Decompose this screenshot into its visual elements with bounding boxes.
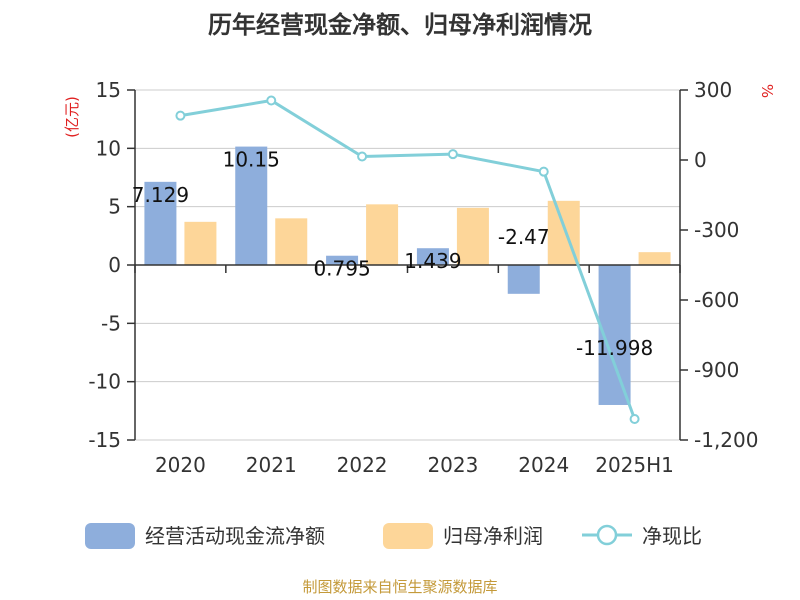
left-axis-tick-label: -10 [88, 370, 121, 394]
net-profit-bar [366, 204, 399, 265]
left-axis-tick-label: 15 [96, 78, 121, 102]
right-axis-tick-label: -600 [694, 288, 739, 312]
cashflow-data-label: -2.47 [498, 225, 550, 249]
bars-layer [144, 146, 671, 405]
left-axis-unit: (亿元) [63, 96, 81, 138]
right-axis-tick-label: -900 [694, 358, 739, 382]
cashflow-data-label: 10.15 [223, 148, 280, 172]
net-cash-ratio-line [180, 98, 636, 420]
right-axis-tick-label: 0 [694, 148, 707, 172]
net-cash-ratio-point [629, 414, 640, 424]
cashflow-data-label: -11.998 [576, 336, 653, 360]
right-axis-tick-label: -300 [694, 218, 739, 242]
axes-layer: 15 10 5 0 -5 -10 -15 300 0 -300 -600 -900 -1,200 2020… [88, 78, 758, 477]
cashflow-data-label: 1.439 [404, 249, 461, 273]
left-axis-tick-label: 0 [108, 253, 121, 277]
chart-title: 历年经营现金净额、归母净利润情况 [208, 11, 592, 39]
left-axis-tick-label: -15 [88, 428, 121, 452]
cashflow-bar [507, 265, 540, 294]
x-axis-tick-label: 2024 [518, 453, 569, 477]
net-profit-bar [456, 207, 489, 265]
x-axis-tick-label: 2023 [427, 453, 478, 477]
cashflow-bar [326, 255, 359, 265]
legend-swatch-cashflow [85, 523, 135, 549]
net-profit-bar [638, 252, 671, 265]
net-cash-ratio-point [447, 149, 458, 160]
right-axis-tick-label: -1,200 [694, 428, 758, 452]
legend-label-cashflow: 经营活动现金流净额 [145, 524, 325, 548]
net-cash-ratio-point [357, 151, 368, 162]
net-profit-bar [184, 221, 217, 265]
x-axis-tick-label: 2025H1 [595, 453, 674, 477]
net-cash-ratio-point [538, 166, 549, 177]
cashflow-data-label: 7.129 [132, 183, 189, 207]
legend-label-net-cash-ratio: 净现比 [642, 524, 702, 548]
source-note: 制图数据来自恒生聚源数据库 [302, 578, 497, 596]
cashflow-data-label: 0.795 [313, 257, 370, 281]
x-axis-tick-label: 2021 [246, 453, 297, 477]
x-axis-tick-label: 2022 [337, 453, 388, 477]
x-axis-tick-label: 2020 [155, 453, 206, 477]
legend-swatch-marker [596, 524, 618, 546]
line-layer [175, 95, 640, 424]
net-cash-ratio-point [175, 110, 186, 121]
cashflow-bar [144, 181, 177, 265]
legend-swatch-net-profit [383, 523, 433, 549]
cashflow-bar [235, 146, 268, 265]
net-profit-bar [275, 218, 308, 265]
left-axis-tick-label: 10 [96, 136, 121, 160]
right-axis-unit: % [758, 84, 776, 98]
left-axis-tick-label: 5 [108, 195, 121, 219]
legend: 经营活动现金流净额 归母净利润 净现比 [85, 523, 702, 549]
left-axis-tick-label: -5 [101, 311, 121, 335]
labels-layer: 7.129 10.15 0.795 1.439 -2.47 -11.998 [132, 148, 653, 360]
right-axis-tick-label: 300 [694, 78, 732, 102]
legend-label-net-profit: 归母净利润 [443, 524, 543, 548]
cashflow-bar [416, 248, 449, 265]
net-cash-ratio-point [266, 95, 277, 106]
grid-layer [135, 89, 680, 441]
